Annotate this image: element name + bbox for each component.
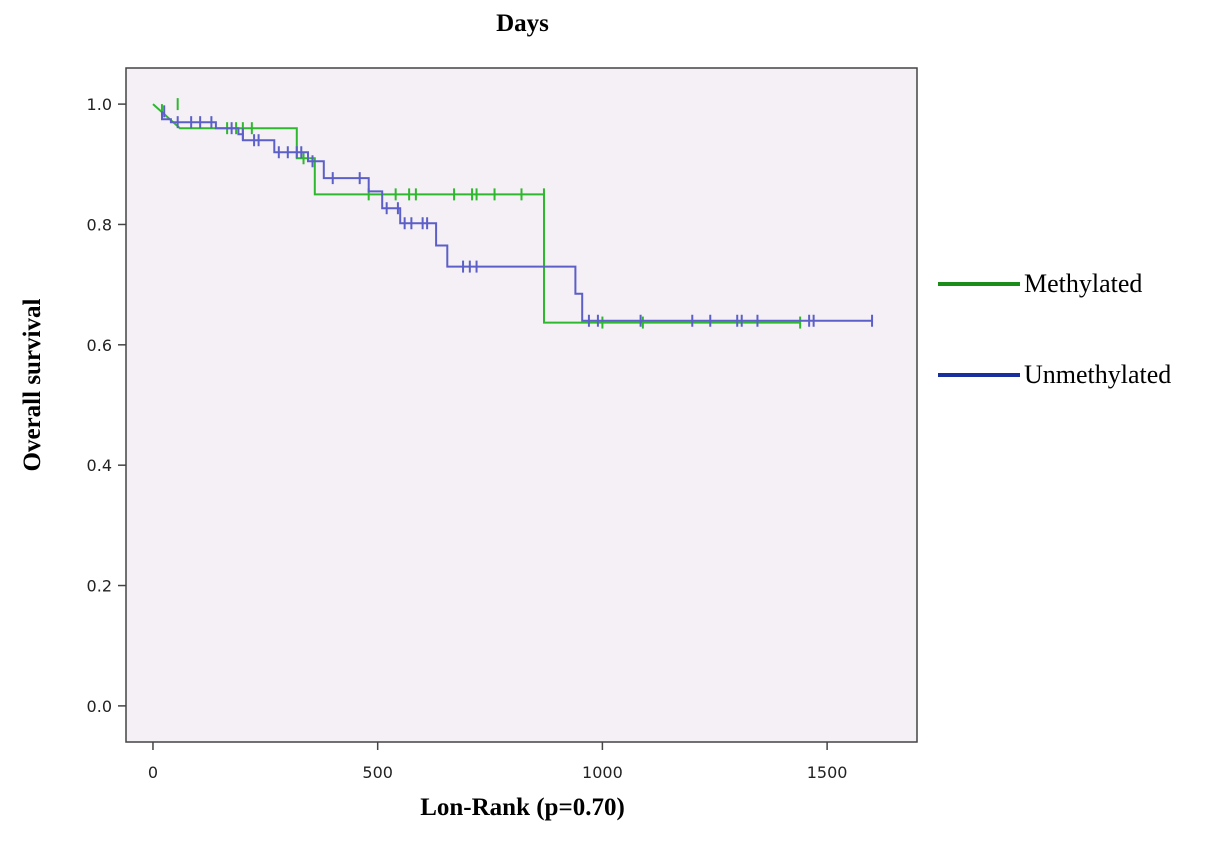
legend-swatch-unmethylated xyxy=(938,373,1020,377)
y-tick-label: 0.8 xyxy=(87,215,112,234)
chart-title: Days xyxy=(496,10,549,37)
y-tick-label: 0.0 xyxy=(87,697,112,716)
x-tick-label: 500 xyxy=(362,763,393,782)
legend: Methylated Unmethylated xyxy=(938,265,1171,447)
y-tick-label: 0.6 xyxy=(87,336,112,355)
y-axis-label: Overall survival xyxy=(19,298,46,472)
y-tick-label: 1.0 xyxy=(87,95,112,114)
series-layer xyxy=(152,98,874,329)
legend-item-unmethylated: Unmethylated xyxy=(938,356,1171,394)
legend-item-methylated: Methylated xyxy=(938,265,1171,303)
legend-swatch-methylated xyxy=(938,282,1020,286)
legend-label-methylated: Methylated xyxy=(1024,269,1143,298)
x-tick-label: 1000 xyxy=(582,763,623,782)
x-tick-label: 1500 xyxy=(807,763,848,782)
legend-label-unmethylated: Unmethylated xyxy=(1024,360,1172,389)
series-line-methylated xyxy=(152,103,801,324)
x-axis-label: Lon-Rank (p=0.70) xyxy=(420,794,625,821)
plot-area xyxy=(125,67,918,743)
x-tick-label: 0 xyxy=(148,763,158,782)
series-line-unmethylated xyxy=(161,111,873,322)
y-tick-label: 0.2 xyxy=(87,577,112,596)
y-tick-label: 0.4 xyxy=(87,456,112,475)
axes: 0.0 0.2 0.4 0.6 0.8 1.0 0 500 1000 1500 xyxy=(87,95,848,782)
